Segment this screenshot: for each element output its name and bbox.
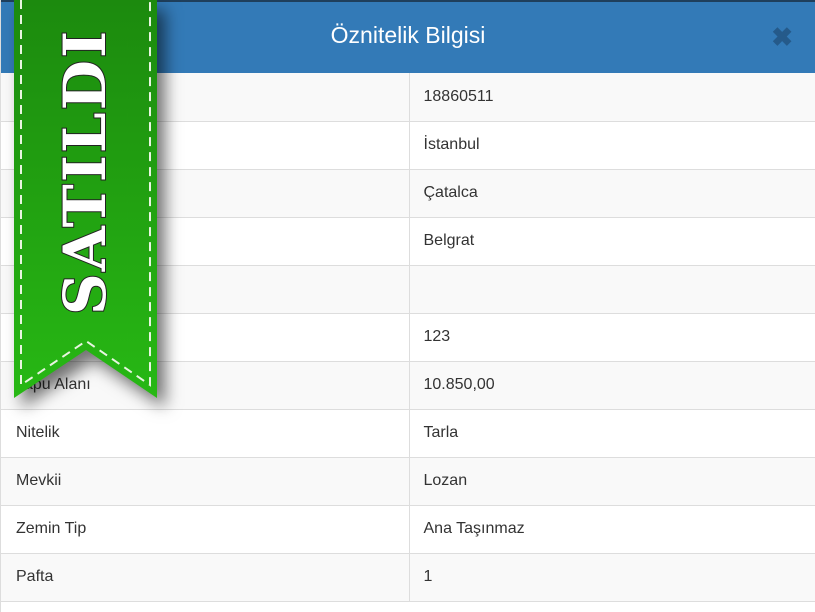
table-row	[1, 265, 815, 314]
table-row: Nitelik Tarla	[1, 409, 815, 458]
ribbon-text: SATILDI	[50, 28, 120, 316]
table-row: Zemin Tip Ana Taşınmaz	[1, 505, 815, 554]
attribute-value: Tarla	[408, 409, 815, 458]
sold-ribbon: SATILDI	[14, 0, 157, 398]
ribbon-shape	[14, 0, 157, 398]
table-row: Pafta 1	[1, 553, 815, 602]
table-row: Mevkii Lozan	[1, 457, 815, 506]
attribute-value: 123	[408, 313, 815, 362]
dialog-title: Öznitelik Bilgisi	[330, 22, 486, 48]
attribute-label: Zemin Tip	[1, 505, 409, 554]
attribute-value: Çatalca	[408, 169, 815, 218]
attribute-value: 1	[408, 553, 815, 602]
attribute-value	[408, 265, 815, 314]
attribute-label: Mevkii	[1, 457, 409, 506]
close-icon[interactable]: ✖	[771, 22, 793, 52]
attribute-value: İstanbul	[408, 121, 815, 170]
attribute-value: 18860511	[408, 73, 815, 122]
attribute-label: Nitelik	[1, 409, 409, 458]
attribute-value: 10.850,00	[408, 361, 815, 410]
attribute-value: Ana Taşınmaz	[408, 505, 815, 554]
attribute-label: Pafta	[1, 553, 409, 602]
attribute-value: Lozan	[408, 457, 815, 506]
attribute-value: Belgrat	[408, 217, 815, 266]
